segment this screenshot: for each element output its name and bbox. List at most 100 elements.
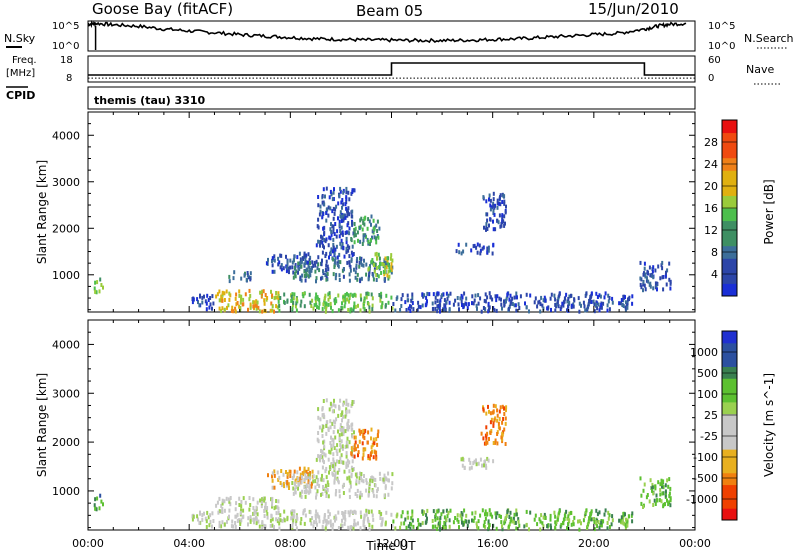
data-cell: [317, 439, 320, 444]
data-cell: [253, 512, 256, 516]
data-cell: [376, 442, 379, 447]
data-cell: [234, 514, 237, 519]
data-cell: [368, 305, 371, 310]
data-cell: [558, 508, 561, 513]
data-cell: [485, 227, 487, 232]
data-cell: [488, 525, 490, 530]
data-cell: [505, 408, 507, 413]
data-cell: [353, 233, 356, 238]
data-cell: [314, 516, 317, 521]
data-cell: [240, 500, 243, 504]
data-cell: [303, 291, 306, 296]
data-cell: [493, 212, 496, 217]
data-cell: [504, 416, 507, 421]
data-cell: [537, 300, 540, 305]
data-cell: [488, 193, 491, 198]
data-cell: [669, 503, 672, 508]
data-cell: [501, 524, 503, 529]
data-cell: [277, 293, 280, 298]
data-cell: [356, 472, 359, 477]
data-cell: [347, 293, 350, 298]
data-cell: [503, 201, 506, 206]
data-cell: [322, 226, 325, 231]
data-cell: [337, 263, 339, 267]
data-cell: [356, 494, 359, 499]
data-cell: [303, 304, 306, 309]
data-cell: [624, 305, 627, 310]
colorbar-swatch: [722, 220, 737, 234]
data-cell: [100, 499, 103, 504]
data-cell: [662, 504, 665, 509]
data-cell: [322, 424, 325, 429]
data-cell: [370, 427, 373, 432]
data-cell: [325, 277, 328, 282]
freq-label: Freq.: [12, 55, 37, 66]
data-cell: [258, 309, 261, 314]
data-cell: [277, 299, 280, 304]
data-cell: [240, 276, 243, 281]
data-cell: [309, 489, 312, 494]
data-cell: [363, 436, 366, 440]
data-cell: [344, 429, 347, 434]
data-cell: [318, 519, 321, 524]
data-cell: [331, 309, 334, 314]
data-cell: [256, 500, 259, 505]
data-cell: [339, 210, 342, 215]
data-cell: [335, 448, 338, 453]
data-cell: [607, 293, 610, 298]
data-cell: [273, 269, 276, 274]
data-cell: [342, 482, 345, 487]
data-cell: [578, 301, 581, 306]
data-cell: [639, 276, 642, 281]
data-cell: [282, 266, 285, 271]
data-cell: [334, 256, 337, 261]
data-cell: [334, 404, 337, 409]
data-cell: [322, 243, 324, 248]
data-cell: [504, 421, 507, 426]
data-cell: [93, 286, 96, 291]
data-cell: [631, 511, 634, 516]
data-cell: [321, 307, 324, 311]
data-cell: [503, 299, 505, 304]
data-cell: [494, 511, 497, 516]
data-cell: [338, 252, 341, 257]
data-cell: [277, 477, 280, 482]
data-cell: [611, 514, 614, 519]
data-cell: [309, 300, 312, 305]
data-cell: [197, 300, 199, 305]
data-cell: [325, 490, 328, 495]
data-cell: [296, 470, 299, 475]
data-cell: [445, 300, 448, 305]
data-cell: [329, 425, 332, 430]
data-cell: [497, 421, 500, 426]
data-cell: [349, 307, 352, 312]
data-cell: [323, 439, 326, 444]
data-cell: [345, 190, 348, 195]
data-cell: [593, 520, 596, 524]
data-cell: [359, 490, 362, 495]
data-cell: [361, 441, 364, 446]
data-cell: [479, 513, 482, 518]
colorbar-tick-label: 28: [704, 136, 718, 149]
data-cell: [353, 447, 356, 452]
data-cell: [350, 465, 353, 470]
data-cell: [503, 199, 506, 204]
data-cell: [365, 295, 368, 300]
data-cell: [628, 295, 631, 300]
data-cell: [406, 293, 409, 298]
data-cell: [371, 513, 374, 518]
data-cell: [273, 296, 276, 301]
data-cell: [499, 224, 502, 229]
data-cell: [426, 516, 428, 521]
data-cell: [351, 253, 354, 257]
data-cell: [639, 282, 642, 287]
data-cell: [492, 191, 495, 196]
data-cell: [465, 519, 468, 524]
data-cell: [221, 498, 224, 503]
data-cell: [381, 517, 384, 522]
data-cell: [321, 215, 324, 220]
data-cell: [604, 291, 607, 296]
data-cell: [455, 249, 458, 254]
data-cell: [542, 306, 545, 311]
data-cell: [321, 465, 324, 470]
